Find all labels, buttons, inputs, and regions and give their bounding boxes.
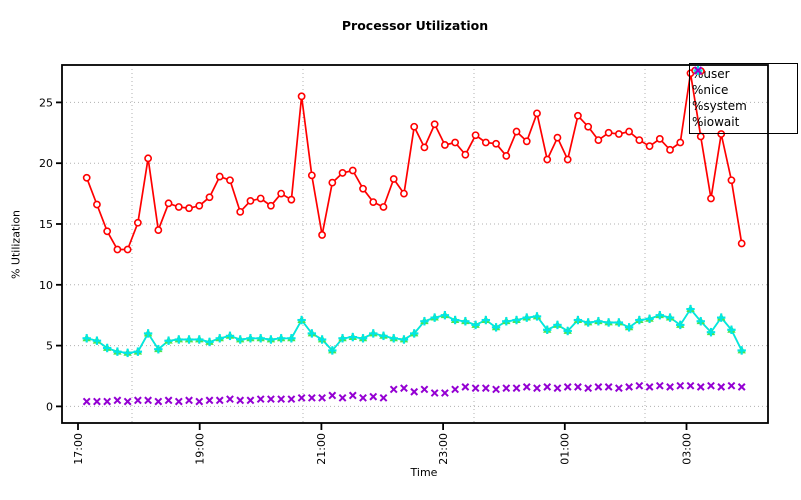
- iowait-x-icon: [693, 66, 703, 75]
- user-markers: [82, 69, 746, 254]
- legend-label-iowait: %iowait: [692, 115, 740, 130]
- svg-text:5: 5: [46, 340, 53, 353]
- legend-item-iowait: %iowait: [692, 66, 797, 130]
- svg-text:01:00: 01:00: [559, 433, 572, 465]
- svg-text:25: 25: [39, 96, 53, 109]
- legend-label-nice: %nice: [692, 82, 729, 97]
- series-markers: [82, 69, 746, 406]
- svg-text:03:00: 03:00: [680, 433, 693, 465]
- svg-text:17:00: 17:00: [72, 433, 85, 465]
- series-lines: [85, 72, 743, 354]
- horizontal-gridlines: [62, 101, 768, 407]
- y-ticks: [56, 101, 62, 408]
- legend-item-system: %system: [692, 66, 797, 114]
- plot-border: [61, 64, 769, 424]
- vertical-gridlines: [131, 65, 646, 423]
- y-axis-title: % Utilization: [9, 209, 23, 280]
- system-markers: [82, 304, 746, 358]
- svg-text:15: 15: [39, 218, 53, 231]
- legend-label-system: %system: [692, 99, 747, 114]
- x-ticks: [77, 423, 688, 430]
- svg-text:19:00: 19:00: [194, 433, 207, 465]
- svg-text:21:00: 21:00: [315, 433, 328, 465]
- legend-item-nice: %nice: [692, 65, 797, 98]
- chart-title: Processor Utilization: [341, 18, 489, 33]
- legend: %user %nice %system %iowait: [689, 63, 798, 134]
- svg-text:23:00: 23:00: [437, 433, 450, 465]
- svg-text:10: 10: [39, 279, 53, 292]
- x-axis-title: Time: [410, 466, 438, 479]
- x-tick-labels: 17:00 19:00 21:00 23:00 01:00 03:00: [72, 433, 693, 465]
- svg-text:20: 20: [39, 157, 53, 170]
- iowait-markers: [82, 381, 746, 406]
- svg-text:0: 0: [46, 400, 53, 413]
- user-line: [85, 72, 743, 251]
- y-tick-labels: 0 5 10 15 20 25: [39, 96, 53, 413]
